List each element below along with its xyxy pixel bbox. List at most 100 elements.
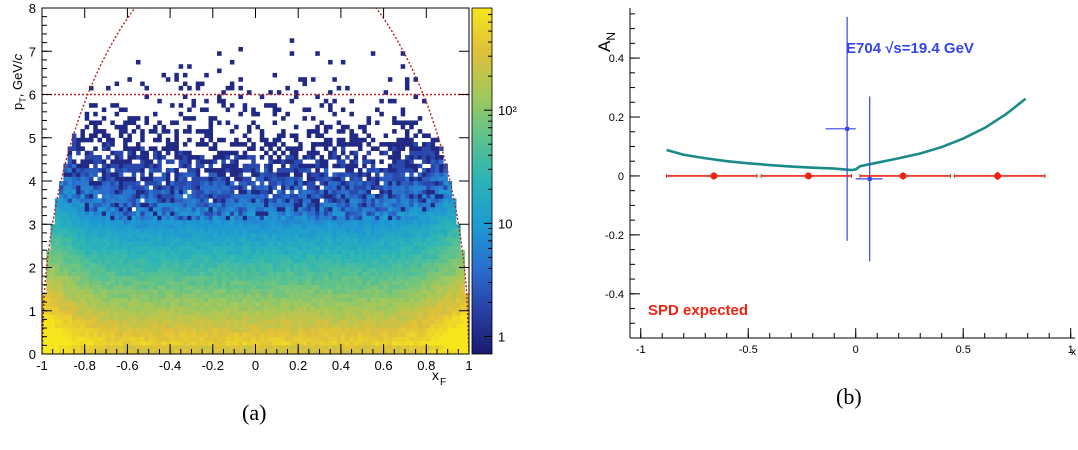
heatmap-cell: [93, 276, 98, 281]
heatmap-cell: [367, 220, 372, 225]
heatmap-cell: [166, 146, 171, 151]
heatmap-cell: [375, 146, 380, 151]
heatmap-cell: [144, 207, 149, 212]
heatmap-cell: [238, 172, 243, 177]
heatmap-cell: [80, 280, 85, 285]
heatmap-cell: [140, 133, 145, 138]
heatmap-cell: [268, 155, 273, 160]
heatmap-cell: [123, 315, 128, 320]
heatmap-cell: [328, 181, 333, 186]
heatmap-cell: [191, 306, 196, 311]
heatmap-cell: [448, 237, 453, 242]
heatmap-cell: [290, 332, 295, 337]
heatmap-cell: [332, 181, 337, 186]
heatmap-cell: [413, 315, 418, 320]
heatmap-cell: [302, 259, 307, 264]
heatmap-cell: [140, 185, 145, 190]
heatmap-cell: [149, 311, 154, 316]
heatmap-cell: [238, 155, 243, 160]
heatmap-cell: [179, 159, 184, 164]
heatmap-cell: [298, 190, 303, 195]
heatmap-cell: [422, 216, 427, 221]
heatmap-cell: [294, 298, 299, 303]
heatmap-cell: [102, 107, 107, 112]
heatmap-cell: [110, 293, 115, 298]
heatmap-cell: [80, 211, 85, 216]
heatmap-cell: [448, 259, 453, 264]
heatmap-cell: [341, 255, 346, 260]
heatmap-cell: [405, 289, 410, 294]
heatmap-cell: [384, 280, 389, 285]
heatmap-cell: [260, 246, 265, 251]
heatmap-cell: [294, 125, 299, 130]
heatmap-cell: [149, 272, 154, 277]
heatmap-cell: [371, 237, 376, 242]
heatmap-cell: [341, 332, 346, 337]
heatmap-cell: [460, 319, 465, 324]
heatmap-cell: [243, 263, 248, 268]
y-tick-label: -0.4: [605, 289, 624, 301]
heatmap-cell: [179, 229, 184, 234]
heatmap-cell: [132, 177, 137, 182]
heatmap-cell: [89, 159, 94, 164]
heatmap-cell: [422, 285, 427, 290]
heatmap-cell: [443, 285, 448, 290]
heatmap-cell: [315, 328, 320, 333]
heatmap-cell: [354, 138, 359, 143]
heatmap-cell: [345, 263, 350, 268]
heatmap-cell: [315, 289, 320, 294]
heatmap-cell: [191, 177, 196, 182]
heatmap-cell: [396, 185, 401, 190]
heatmap-cell: [132, 246, 137, 251]
heatmap-cell: [388, 311, 393, 316]
heatmap-cell: [98, 298, 103, 303]
heatmap-cell: [200, 198, 205, 203]
heatmap-cell: [213, 242, 218, 247]
heatmap-cell: [260, 324, 265, 329]
heatmap-cell: [196, 345, 201, 350]
heatmap-cell: [72, 220, 77, 225]
heatmap-cell: [200, 311, 205, 316]
heatmap-cell: [341, 190, 346, 195]
heatmap-cell: [106, 280, 111, 285]
heatmap-cell: [439, 216, 444, 221]
heatmap-cell: [144, 237, 149, 242]
heatmap-cell: [264, 276, 269, 281]
heatmap-cell: [418, 224, 423, 229]
heatmap-cell: [315, 51, 320, 56]
heatmap-cell: [115, 337, 120, 342]
heatmap-cell: [435, 298, 440, 303]
heatmap-cell: [157, 272, 162, 277]
heatmap-cell: [290, 177, 295, 182]
heatmap-cell: [413, 233, 418, 238]
heatmap-cell: [277, 237, 282, 242]
heatmap-cell: [401, 311, 406, 316]
heatmap-cell: [221, 268, 226, 273]
heatmap-cell: [307, 298, 312, 303]
heatmap-cell: [170, 190, 175, 195]
heatmap-cell: [260, 190, 265, 195]
heatmap-cell: [234, 211, 239, 216]
heatmap-cell: [119, 194, 124, 199]
heatmap-cell: [230, 129, 235, 134]
heatmap-cell: [311, 190, 316, 195]
heatmap-cell: [320, 345, 325, 350]
heatmap-cell: [149, 324, 154, 329]
heatmap-cell: [341, 285, 346, 290]
heatmap-cell: [72, 190, 77, 195]
heatmap-cell: [260, 177, 265, 182]
heatmap-cell: [320, 142, 325, 147]
heatmap-cell: [132, 164, 137, 169]
heatmap-cell: [217, 69, 222, 74]
heatmap-cell: [213, 155, 218, 160]
heatmap-cell: [392, 116, 397, 121]
heatmap-cell: [405, 259, 410, 264]
heatmap-cell: [405, 337, 410, 342]
heatmap-cell: [170, 250, 175, 255]
heatmap-cell: [55, 306, 60, 311]
heatmap-cell: [392, 233, 397, 238]
heatmap-cell: [251, 194, 256, 199]
heatmap-cell: [294, 168, 299, 173]
heatmap-cell: [72, 268, 77, 273]
heatmap-cell: [127, 298, 132, 303]
